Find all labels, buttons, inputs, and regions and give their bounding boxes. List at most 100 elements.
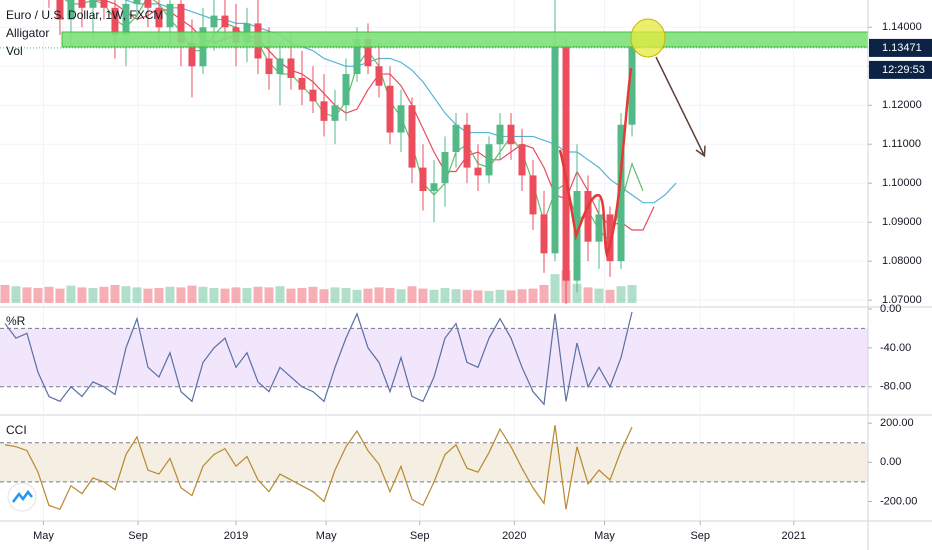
volume-bar: [627, 285, 637, 303]
candle-body: [144, 0, 152, 8]
candle-body: [386, 85, 394, 133]
volume-bar: [44, 286, 54, 303]
volume-bar: [0, 285, 10, 303]
volume-bar: [484, 291, 494, 303]
volume-bar: [517, 289, 527, 303]
volume-bar: [242, 288, 252, 303]
volume-bar: [440, 288, 450, 303]
volume-bar: [77, 287, 87, 303]
candle-body: [309, 89, 317, 102]
candle-body: [628, 46, 636, 125]
volume-bar: [363, 288, 373, 303]
x-tick-label: 2021: [781, 530, 805, 542]
candle-body: [210, 15, 218, 28]
drawn-path: [558, 67, 633, 260]
resistance-zone: [61, 31, 869, 48]
y-tick-label: 1.07000: [882, 294, 922, 306]
volume-bar: [539, 285, 549, 303]
x-tick-label: 2020: [502, 530, 526, 542]
volume-bar: [418, 288, 428, 303]
symbol-title: Euro / U.S. Dollar, 1W, FXCM: [6, 8, 163, 22]
volume-bar: [209, 288, 219, 303]
candle-body: [551, 46, 559, 254]
volume-bar: [198, 286, 208, 303]
candle-body: [507, 124, 515, 145]
volume-bar: [330, 287, 340, 303]
volume-bar: [594, 288, 604, 303]
candle-body: [518, 144, 526, 176]
last-price-tag: [869, 38, 932, 57]
volume-bar: [528, 288, 538, 303]
candle-body: [155, 7, 163, 28]
candle-body: [276, 58, 284, 75]
band-layer: [0, 327, 868, 483]
volume-bar: [506, 290, 516, 303]
volume-bar: [407, 286, 417, 303]
y-tick-label: -200.00: [880, 495, 917, 507]
candle-body: [408, 105, 416, 168]
volume-bar: [110, 285, 120, 303]
candle-body: [364, 38, 372, 67]
candle-body: [474, 167, 482, 176]
volume-bar: [396, 289, 406, 303]
candle-body: [430, 183, 438, 192]
band-fill: [0, 442, 868, 482]
williams-r-pane: [4, 311, 633, 406]
volume-bar: [451, 289, 461, 303]
candle-body: [221, 15, 229, 28]
candle-body: [606, 214, 614, 262]
y-tick-label: 1.10000: [882, 177, 922, 189]
volume-bar: [253, 286, 263, 303]
volume-bar: [473, 290, 483, 303]
volume-bar: [99, 286, 109, 303]
x-tick-label: Sep: [690, 530, 710, 542]
pane-title: %R: [6, 314, 26, 328]
volume-bar: [462, 289, 472, 303]
y-tick-label: 1.14000: [882, 21, 922, 33]
price-pane: [0, 0, 868, 305]
countdown-tag: [869, 60, 932, 79]
volume-bar: [55, 288, 65, 303]
indicator-line: [4, 311, 633, 406]
candle-body: [89, 0, 97, 8]
alligator-line: [124, 0, 677, 204]
volume-bar: [264, 287, 274, 303]
volume-bar: [429, 289, 439, 303]
candle-body: [562, 46, 570, 281]
candle-body: [595, 214, 603, 242]
volume-bar: [143, 288, 153, 303]
y-tick-label: -80.00: [880, 381, 911, 393]
candle-body: [353, 38, 361, 75]
y-tick-label: 1.12000: [882, 99, 922, 111]
countdown-label: 12:29:53: [882, 64, 925, 76]
candle-body: [320, 101, 328, 121]
candle-body: [397, 105, 405, 133]
volume-bar: [308, 286, 318, 303]
candle-body: [166, 3, 174, 28]
candle-body: [331, 105, 339, 121]
volume-bar: [220, 288, 230, 303]
candle-body: [78, 0, 86, 8]
volume-bar: [33, 288, 43, 303]
volume-bar: [286, 288, 296, 303]
volume-bar: [176, 287, 186, 303]
volume-bar: [154, 288, 164, 303]
x-tick-label: May: [33, 530, 54, 542]
candle-body: [100, 0, 108, 8]
indicator-label: Vol: [6, 44, 23, 58]
y-tick-label: 1.11000: [882, 138, 921, 150]
y-tick-label: 200.00: [880, 417, 914, 429]
y-tick-label: -40.00: [880, 342, 911, 354]
volume-bar: [616, 286, 626, 303]
candle-body: [441, 152, 449, 184]
x-tick-label: May: [316, 530, 337, 542]
highlight-ellipse: [630, 18, 666, 58]
volume-bar: [231, 287, 241, 303]
candle-body: [287, 58, 295, 78]
candle-body: [540, 214, 548, 254]
candle-body: [529, 175, 537, 215]
volume-bar: [121, 286, 131, 303]
candle-body: [67, 0, 75, 20]
candle-body: [177, 3, 185, 43]
candle-body: [342, 74, 350, 106]
